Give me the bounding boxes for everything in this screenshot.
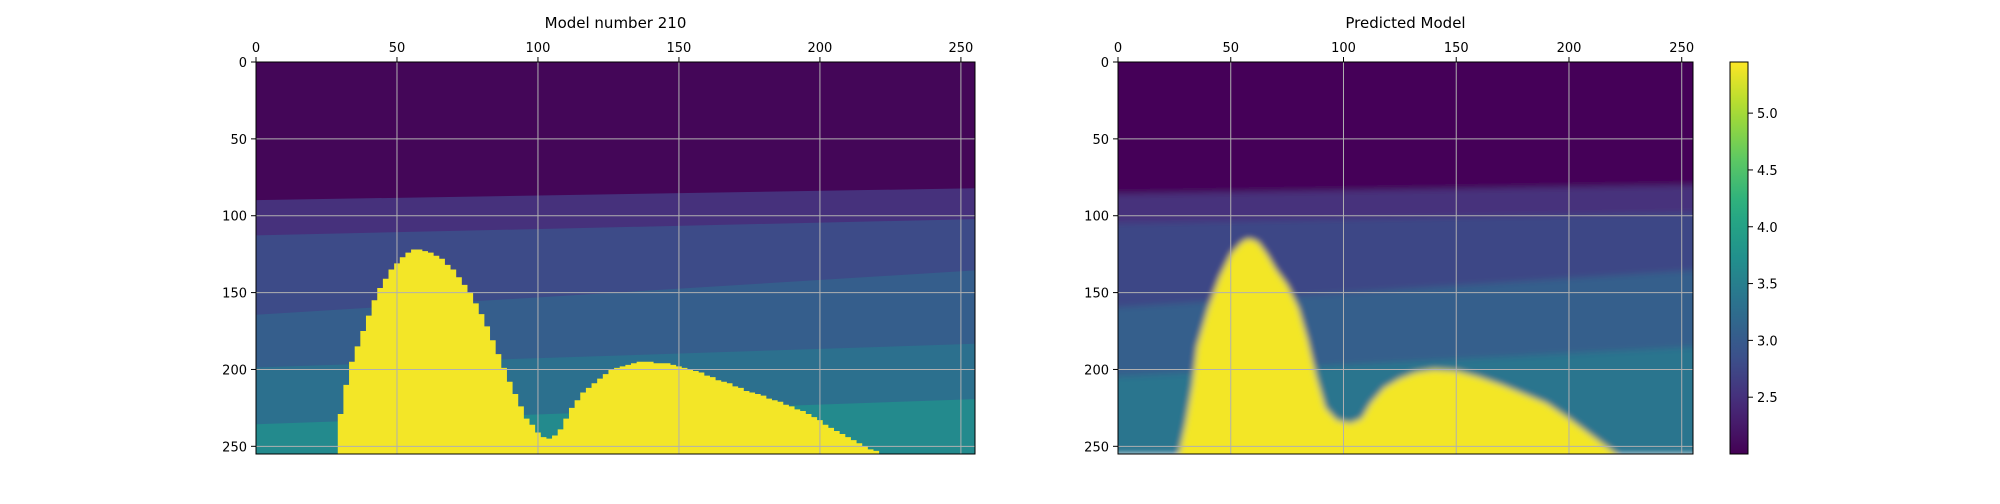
velocity-layer-1 <box>1118 62 1693 195</box>
x-tick-label: 0 <box>252 41 260 56</box>
y-tick-label: 0 <box>239 56 247 71</box>
colorbar-tick-label: 4.5 <box>1757 164 1778 179</box>
x-tick-label: 100 <box>1331 41 1356 56</box>
x-tick-label: 250 <box>1669 41 1694 56</box>
y-tick-label: 100 <box>1084 210 1109 225</box>
colorbar: 2.5 3.0 3.5 4.0 4.5 5.0 <box>1729 61 1778 455</box>
y-tick-label: 150 <box>1084 287 1109 302</box>
colorbar-gradient <box>1729 61 1749 455</box>
y-tick-label: 50 <box>230 133 247 148</box>
heatmap-image <box>1118 62 1693 454</box>
y-tick-label: 150 <box>222 287 247 302</box>
plot-title: Predicted Model <box>1345 14 1465 32</box>
y-tick-label: 50 <box>1092 133 1109 148</box>
colorbar-tick-label: 3.5 <box>1757 278 1778 293</box>
grid <box>1117 61 1693 454</box>
x-tick-label: 200 <box>808 41 833 56</box>
axes-frame <box>1117 61 1694 455</box>
x-tick-label: 50 <box>389 41 406 56</box>
y-tick-label: 250 <box>1084 440 1109 455</box>
heatmap-image <box>256 62 975 454</box>
plot-predicted-model: Predicted Model 0 50 100 150 200 250 0 50 100 150… <box>1084 14 1694 455</box>
y-tick-label: 200 <box>1084 363 1109 378</box>
y-tick-label: 200 <box>222 363 247 378</box>
colorbar-tick-label: 5.0 <box>1757 107 1778 122</box>
x-tick-label: 50 <box>1222 41 1239 56</box>
x-tick-label: 150 <box>667 41 692 56</box>
colorbar-tick-label: 4.0 <box>1757 221 1778 236</box>
x-tick-label: 0 <box>1114 41 1122 56</box>
x-tick-label: 200 <box>1557 41 1582 56</box>
x-tick-label: 150 <box>1444 41 1469 56</box>
colorbar-tick-label: 2.5 <box>1757 391 1778 406</box>
velocity-layer-1 <box>256 62 975 201</box>
plot-title: Model number 210 <box>545 14 687 32</box>
y-tick-label: 250 <box>222 440 247 455</box>
plot-true-model: Model number 210 0 50 100 150 200 250 0 50 100 15… <box>222 14 976 455</box>
y-tick-label: 100 <box>222 210 247 225</box>
y-tick-label: 0 <box>1101 56 1109 71</box>
salt-body <box>332 249 885 454</box>
colorbar-tick-label: 3.0 <box>1757 334 1778 349</box>
axes-frame <box>255 61 976 455</box>
x-tick-label: 100 <box>526 41 551 56</box>
x-tick-label: 250 <box>948 41 973 56</box>
